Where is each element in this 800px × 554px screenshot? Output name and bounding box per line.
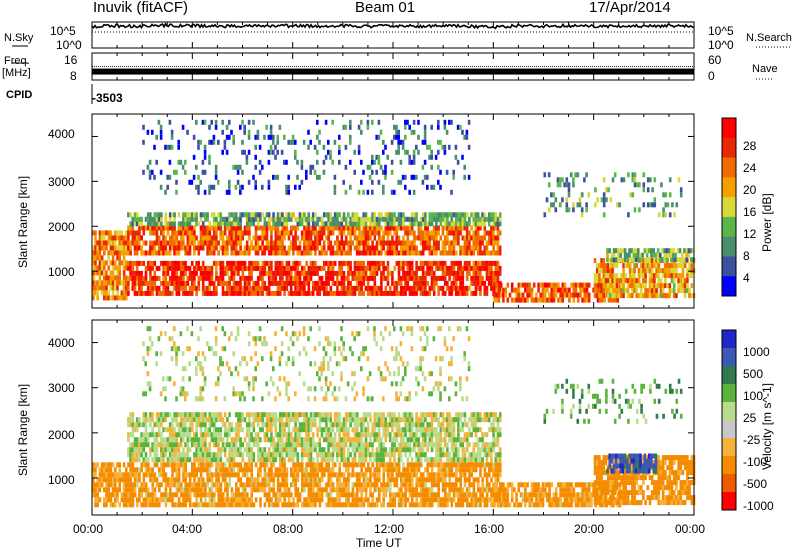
panel-frames bbox=[12, 21, 790, 516]
velocity-band-2 bbox=[493, 482, 622, 508]
power-ytick-3000: 3000 bbox=[48, 175, 75, 189]
nsky-label: N.Sky bbox=[4, 32, 34, 44]
power-ytick-1000: 1000 bbox=[48, 265, 75, 279]
xtick-3: 12:00 bbox=[374, 522, 405, 536]
xtick-2: 08:00 bbox=[273, 522, 304, 536]
vel-cbar-tick-m100: -100 bbox=[743, 455, 768, 469]
frequency-band bbox=[92, 68, 694, 75]
xtick-5: 20:00 bbox=[574, 522, 605, 536]
velocity-band-0 bbox=[92, 462, 502, 508]
station-title: Inuvik (fitACF) bbox=[93, 0, 189, 16]
velocity-cbar-frame bbox=[721, 329, 737, 511]
power-cbar-swatch bbox=[722, 216, 736, 238]
cpid-value: -3503 bbox=[92, 91, 123, 105]
power-cbar-swatch bbox=[722, 157, 736, 178]
velocity-cbar-swatch bbox=[722, 492, 736, 511]
vel-cbar-tick-m500: -500 bbox=[743, 477, 768, 491]
nave-label: Nave bbox=[752, 63, 778, 75]
cpid-label: CPID bbox=[6, 89, 33, 101]
velocity-band-3 bbox=[593, 455, 696, 506]
power-cbar-tick-16: 16 bbox=[743, 205, 757, 219]
power-cbar-swatch bbox=[722, 177, 736, 198]
vel-cbar-tick-m1000: -1000 bbox=[743, 499, 774, 513]
velocity-cbar-swatch bbox=[722, 438, 736, 457]
velocity-cbar-swatch bbox=[722, 474, 736, 493]
power-band-6 bbox=[606, 248, 695, 263]
velocity-cbar-swatch bbox=[722, 384, 736, 403]
vel-cbar-tick-m25: -25 bbox=[743, 433, 761, 447]
velocity-cbar-swatch bbox=[722, 366, 736, 385]
nsearch-tick-high: 10^5 bbox=[708, 24, 734, 38]
power-band-5 bbox=[593, 258, 696, 299]
vel-cbar-tick-100: 100 bbox=[743, 389, 764, 403]
nsky-tick-low: 10^0 bbox=[56, 38, 82, 52]
nsky-tick-high: 10^5 bbox=[50, 24, 76, 38]
velocity-band-4 bbox=[606, 453, 658, 474]
power-band-0 bbox=[92, 230, 128, 301]
xtick-0: 00:00 bbox=[73, 522, 104, 536]
power-band-2 bbox=[127, 225, 502, 256]
vel-cbar-tick-500: 500 bbox=[743, 367, 764, 381]
velocity-cbar-swatch bbox=[722, 330, 736, 349]
nsearch-tick-low: 10^0 bbox=[708, 38, 734, 52]
power-ytick-2000: 2000 bbox=[48, 220, 75, 234]
power-cbar-swatch bbox=[722, 236, 736, 257]
velocity-ytick-1000: 1000 bbox=[48, 473, 75, 487]
frequency-panel bbox=[92, 66, 694, 75]
power-cbar-swatch bbox=[722, 256, 736, 277]
velocity-cbar-swatch bbox=[722, 348, 736, 367]
velocity-cbar-swatch bbox=[722, 402, 736, 421]
velocity-band-6 bbox=[543, 378, 683, 424]
power-band-8 bbox=[543, 172, 683, 218]
power-ytick-4000: 4000 bbox=[48, 127, 75, 141]
velocity-ytick-3000: 3000 bbox=[48, 381, 75, 395]
power-cbar-tick-8: 8 bbox=[743, 249, 750, 263]
nsearch-label: N.Search bbox=[746, 32, 792, 44]
velocity-panel bbox=[92, 326, 696, 508]
velocity-ytick-4000: 4000 bbox=[48, 336, 75, 350]
power-cbar-swatch bbox=[722, 276, 736, 297]
x-axis-title: Time UT bbox=[356, 536, 402, 550]
power-cbar-tick-20: 20 bbox=[743, 183, 757, 197]
velocity-cbar-swatch bbox=[722, 420, 736, 439]
vel-cbar-tick-25: 25 bbox=[743, 411, 757, 425]
power-band-3 bbox=[127, 212, 502, 227]
power-cbar-swatch bbox=[722, 137, 736, 159]
beam-title: Beam 01 bbox=[355, 0, 416, 16]
colorbars bbox=[721, 117, 737, 511]
power-cbar-tick-28: 28 bbox=[743, 139, 757, 153]
freq-unit-label: [MHz] bbox=[2, 67, 31, 79]
freq-tick-low: 8 bbox=[70, 69, 77, 83]
nave-tick-high: 60 bbox=[708, 53, 722, 67]
power-cbar-tick-4: 4 bbox=[743, 271, 750, 285]
velocity-band-1 bbox=[127, 412, 502, 463]
power-band-4 bbox=[493, 282, 622, 303]
nave-tick-low: 0 bbox=[708, 69, 715, 83]
vel-cbar-tick-1000: 1000 bbox=[743, 345, 770, 359]
freq-tick-high: 16 bbox=[64, 53, 78, 67]
date-title: 17/Apr/2014 bbox=[589, 0, 671, 16]
freq-label: Freq. bbox=[4, 55, 30, 67]
velocity-cbar-swatch bbox=[722, 456, 736, 475]
power-panel bbox=[92, 119, 696, 303]
power-band-1 bbox=[127, 260, 502, 296]
power-band-7 bbox=[142, 119, 471, 195]
power-cbar-tick-12: 12 bbox=[743, 227, 757, 241]
power-cbar-swatch bbox=[722, 197, 736, 218]
xtick-1: 04:00 bbox=[172, 522, 203, 536]
velocity-ytick-2000: 2000 bbox=[48, 428, 75, 442]
power-cbar-swatch bbox=[722, 118, 736, 139]
power-cbar-frame bbox=[721, 117, 737, 297]
velocity-band-5 bbox=[142, 326, 471, 402]
xtick-6: 00:00 bbox=[675, 522, 706, 536]
xtick-4: 16:00 bbox=[474, 522, 505, 536]
power-cbar-tick-24: 24 bbox=[743, 161, 757, 175]
